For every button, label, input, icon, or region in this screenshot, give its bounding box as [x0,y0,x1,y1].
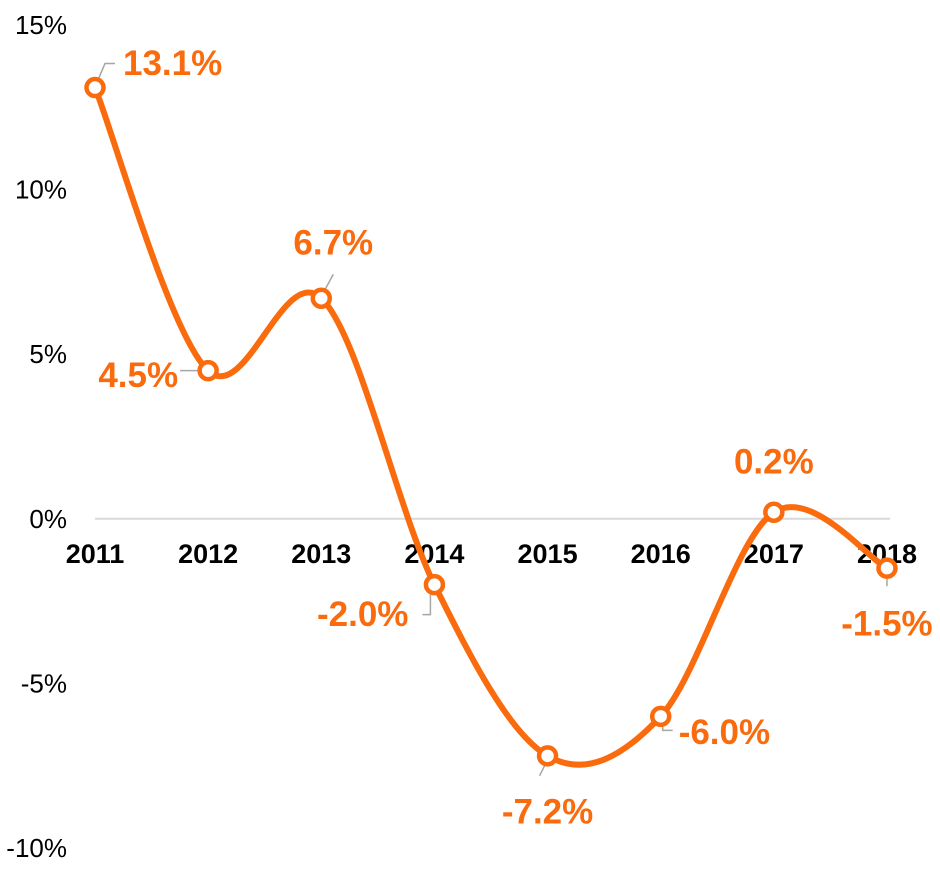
data-point-marker [536,745,559,767]
data-label: -7.2% [502,792,593,831]
y-tick-label: -5% [21,668,67,698]
data-point-marker [876,557,898,579]
x-tick-label: 2014 [404,539,464,569]
y-tick-label: 0% [29,504,67,534]
data-point-marker [310,287,333,309]
data-label: 13.1% [123,44,222,83]
leader-line [422,594,432,616]
data-label: 0.2% [734,443,814,482]
data-label: -6.0% [679,713,770,752]
x-tick-label: 2011 [66,539,125,569]
data-label: 6.7% [293,224,373,263]
data-point-marker [197,359,219,382]
y-tick-label: -10% [6,833,67,863]
data-label: 4.5% [98,356,178,395]
leader-line [98,62,115,78]
leader-line [324,273,334,290]
y-tick-label: 5% [29,339,67,369]
data-point-marker [84,76,106,99]
leader-lines-layer [98,62,888,777]
data-label: -2.0% [317,595,408,634]
series-layer [84,76,898,768]
leader-line [538,765,546,777]
data-labels-layer: 13.1% 4.5% 6.7% -2.0% -7.2% -6.0% 0.2% -1.5% [98,44,932,831]
leader-line [661,725,673,732]
y-tick-label: 15% [15,10,67,40]
data-label: -1.5% [841,605,932,644]
y-tick-label: 10% [15,175,67,205]
x-tick-label: 2016 [631,539,691,569]
x-tick-label: 2013 [291,539,351,569]
x-tick-label: 2015 [518,539,578,569]
data-point-marker [423,573,446,596]
x-tick-label: 2012 [178,539,238,569]
data-point-marker [763,501,785,523]
axes-layer: 15% 10% 5% 0% -5% -10% 2011 2012 2013 2014 2015 201… [6,10,917,863]
x-tick-label: 2017 [744,539,804,569]
series-line [92,84,890,768]
data-point-marker [649,705,672,728]
